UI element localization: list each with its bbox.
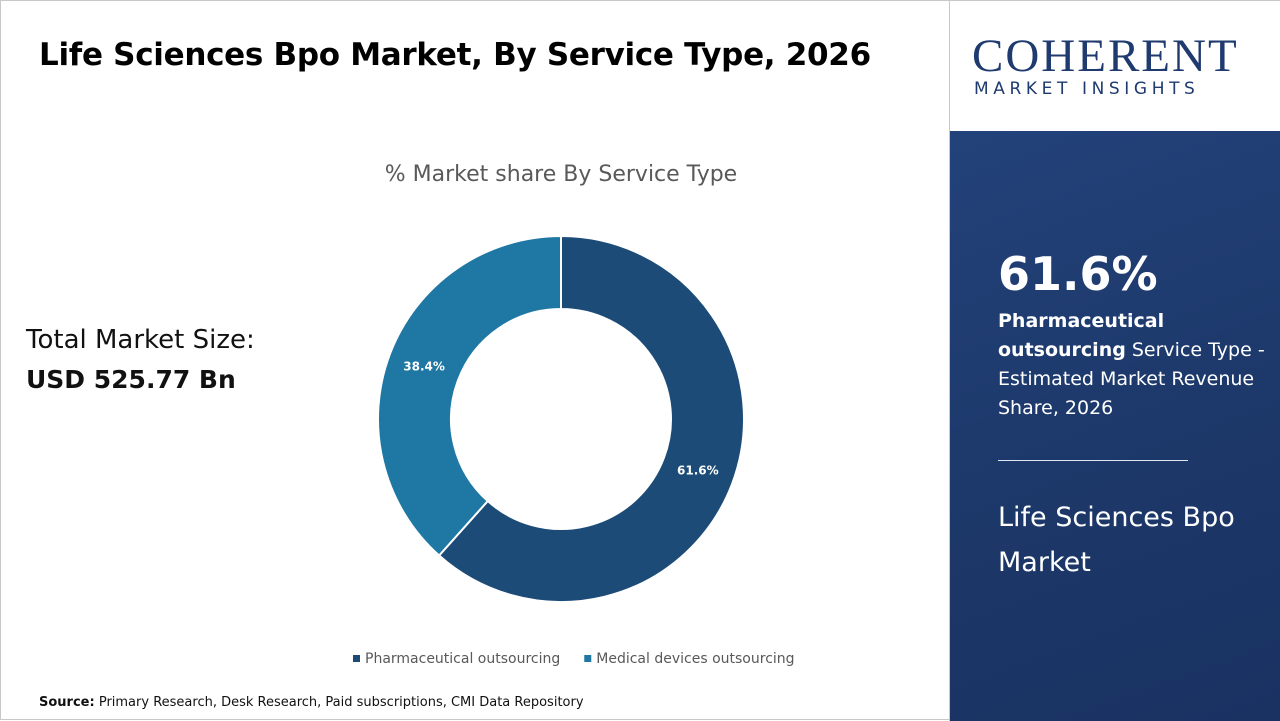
logo-name: COHERENT (972, 30, 1239, 82)
divider (998, 460, 1188, 461)
donut-segment (377, 234, 562, 557)
data-label: 38.4% (403, 359, 445, 373)
legend-marker (353, 655, 360, 662)
highlight-market: Life Sciences Bpo Market (998, 502, 1235, 578)
source-text: Primary Research, Desk Research, Paid su… (98, 695, 584, 710)
legend-label: Pharmaceutical outsourcing (365, 651, 560, 667)
highlight-panel: 61.6% Pharmaceutical outsourcing Service… (950, 131, 1280, 721)
highlight-value: 61.6% (998, 247, 1158, 301)
market-size-label: Total Market Size: (26, 325, 255, 355)
donut-segment (437, 234, 745, 603)
legend-label: Medical devices outsourcing (596, 651, 794, 667)
source: Source: Primary Research, Desk Research,… (39, 695, 584, 710)
logo-tagline: MARKET INSIGHTS (974, 79, 1200, 99)
logo: COHERENT MARKET INSIGHTS (950, 1, 1280, 131)
data-label: 61.6% (677, 464, 719, 478)
source-label: Source: (39, 695, 95, 710)
highlight-segment: Pharmaceutical outsourcing (998, 310, 1165, 361)
sidebar: COHERENT MARKET INSIGHTS 61.6% Pharmaceu… (949, 1, 1280, 721)
highlight-description: Service Type - Estimated Market Revenue … (998, 339, 1265, 419)
legend-marker (584, 655, 592, 662)
page-title: Life Sciences Bpo Market, By Service Typ… (39, 37, 871, 73)
highlight-text: Pharmaceutical outsourcing Service Type … (998, 307, 1268, 423)
chart-title: % Market share By Service Type (385, 162, 737, 187)
chart: % Market share By Service Type 61.6% 38.4… (353, 162, 795, 667)
market-size-value: USD 525.77 Bn (26, 365, 236, 394)
